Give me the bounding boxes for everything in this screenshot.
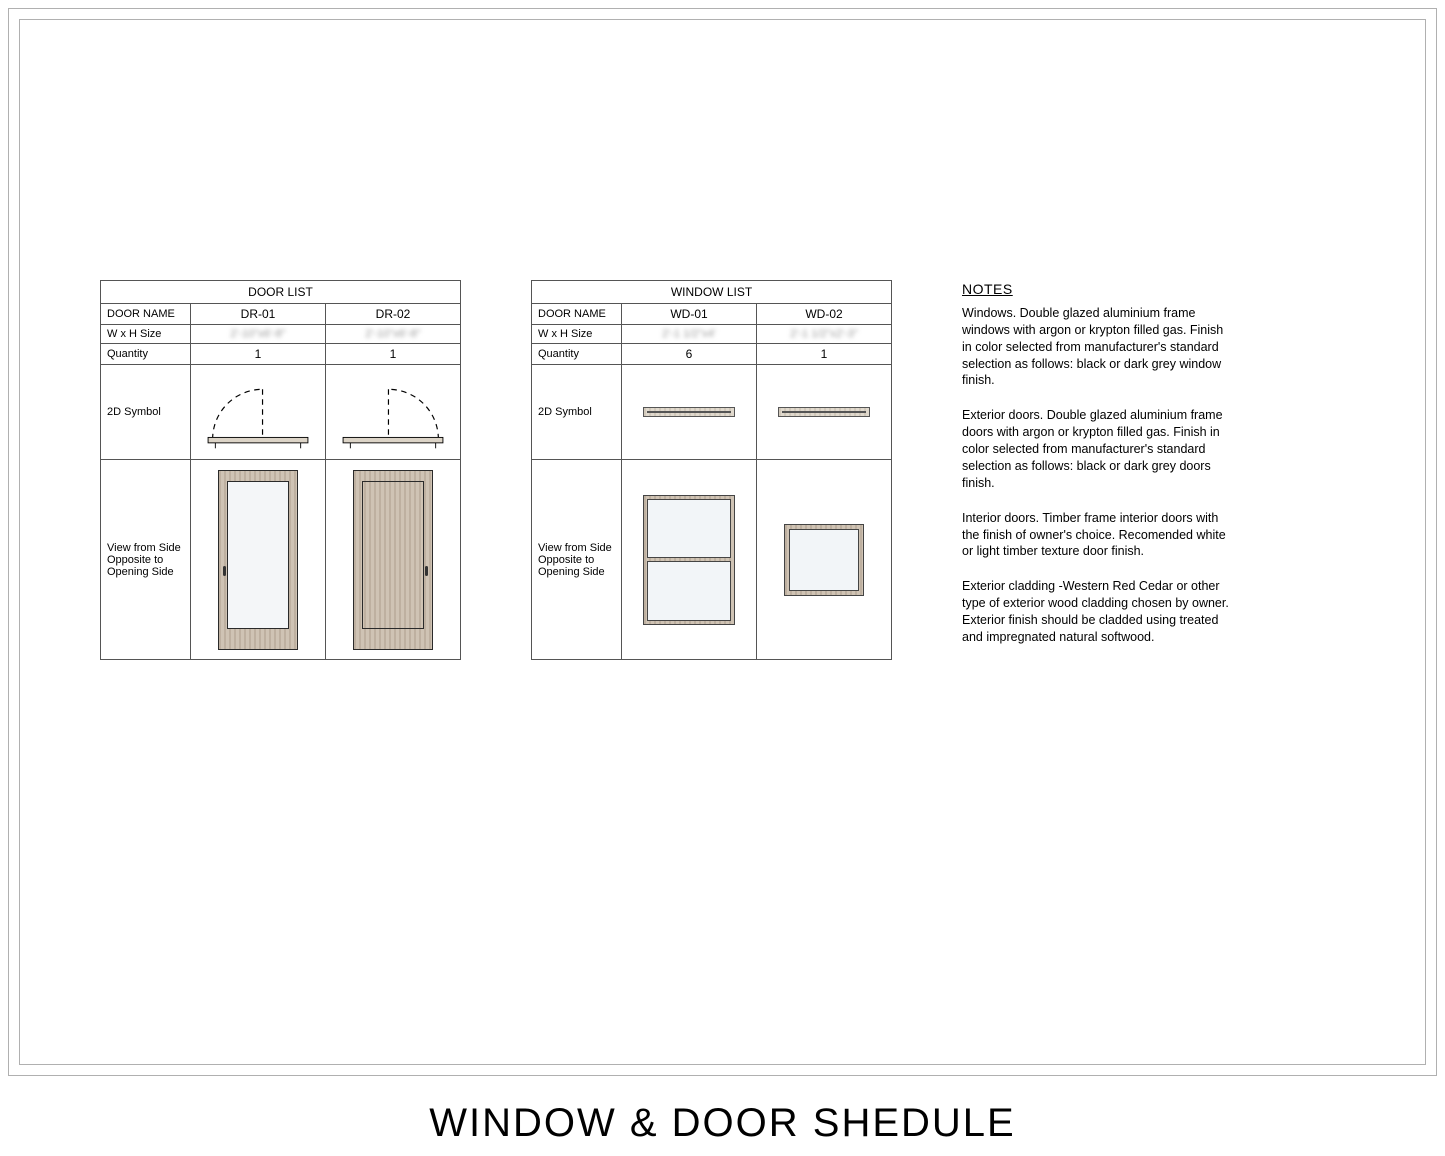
col-qty: 1: [191, 344, 326, 365]
col-name: DR-01: [191, 304, 326, 325]
notes-paragraph: Windows. Double glazed aluminium frame w…: [962, 305, 1232, 389]
notes-paragraph: Exterior cladding -Western Red Cedar or …: [962, 578, 1232, 646]
row-label-name: DOOR NAME: [101, 304, 191, 325]
notes-paragraph: Exterior doors. Double glazed aluminium …: [962, 407, 1232, 491]
window-plan-symbol: [622, 365, 757, 460]
door-swing-symbol: [326, 365, 461, 460]
window-elevation: [757, 460, 892, 660]
door-list-table: DOOR LISTDOOR NAMEDR-01DR-02W x H Size2'…: [100, 280, 461, 660]
row-label-size: W x H Size: [101, 325, 191, 344]
notes-title: NOTES: [962, 280, 1232, 299]
window-plan-symbol: [757, 365, 892, 460]
row-label-name: DOOR NAME: [532, 304, 622, 325]
col-name: WD-02: [757, 304, 892, 325]
outer-frame: DOOR LISTDOOR NAMEDR-01DR-02W x H Size2'…: [8, 8, 1437, 1076]
window-list-table: WINDOW LISTDOOR NAMEWD-01WD-02 W x H Size…: [531, 280, 892, 660]
row-label-size: W x H Size: [532, 325, 622, 344]
col-size: 2'-10"x6'-8": [191, 325, 326, 344]
door-swing-symbol: [191, 365, 326, 460]
row-label-symbol: 2D Symbol: [532, 365, 622, 460]
door-elevation: [191, 460, 326, 660]
inner-frame: DOOR LISTDOOR NAMEDR-01DR-02W x H Size2'…: [19, 19, 1426, 1065]
row-label-qty: Quantity: [532, 344, 622, 365]
col-qty: 1: [326, 344, 461, 365]
table-title: WINDOW LIST: [532, 281, 892, 304]
notes-paragraph: Interior doors. Timber frame interior do…: [962, 510, 1232, 561]
notes-block: NOTES Windows. Double glazed aluminium f…: [962, 280, 1232, 664]
page-title: WINDOW & DOOR SHEDULE: [0, 1101, 1445, 1146]
row-label-view: View from Side Opposite to Opening Side: [532, 460, 622, 660]
table-title: DOOR LIST: [101, 281, 461, 304]
col-name: WD-01: [622, 304, 757, 325]
col-qty: 6: [622, 344, 757, 365]
col-size: 2'-1 1/2"x2'-3": [757, 325, 892, 344]
col-size: 2'-10"x6'-8": [326, 325, 461, 344]
row-label-symbol: 2D Symbol: [101, 365, 191, 460]
row-label-qty: Quantity: [101, 344, 191, 365]
notes-body: Windows. Double glazed aluminium frame w…: [962, 305, 1232, 646]
col-qty: 1: [757, 344, 892, 365]
content-row: DOOR LISTDOOR NAMEDR-01DR-02W x H Size2'…: [100, 280, 1385, 664]
col-name: DR-02: [326, 304, 461, 325]
row-label-view: View from Side Opposite to Opening Side: [101, 460, 191, 660]
window-elevation: [622, 460, 757, 660]
col-size: 2'-1 1/2"x4': [622, 325, 757, 344]
door-elevation: [326, 460, 461, 660]
